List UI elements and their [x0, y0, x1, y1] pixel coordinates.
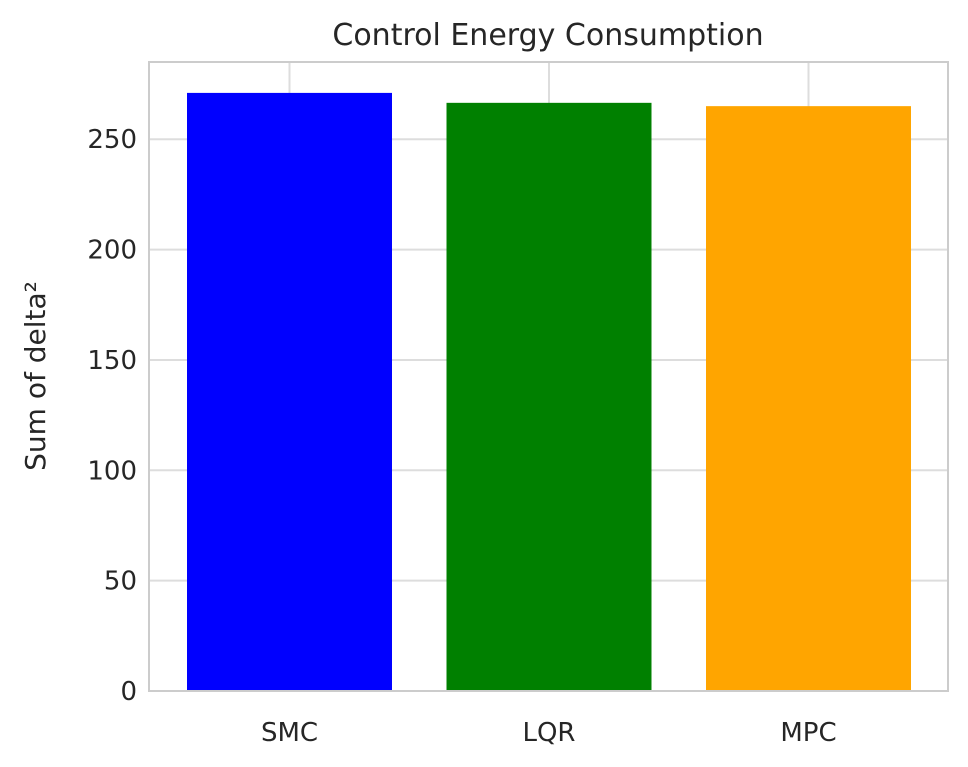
x-tick-label: SMC [261, 718, 318, 748]
bar-mpc [706, 106, 911, 691]
y-tick-label: 100 [87, 456, 137, 486]
y-tick-label: 50 [104, 567, 137, 597]
x-tick-label: LQR [522, 718, 575, 748]
y-axis-label: Sum of delta² [19, 281, 52, 471]
y-tick-label: 0 [120, 677, 137, 707]
plot-frame [148, 61, 949, 692]
y-tick-label: 200 [87, 236, 137, 266]
bar-smc [187, 92, 392, 691]
y-tick-label: 250 [87, 125, 137, 155]
ticks-layer: 0 50 100 150 200 250 SMC LQR MPC [87, 125, 836, 748]
y-tick-label: 150 [87, 346, 137, 376]
chart-title: Control Energy Consumption [332, 18, 763, 53]
bars-layer [187, 92, 911, 691]
x-tick-label: MPC [780, 718, 836, 748]
bar-lqr [446, 102, 652, 691]
